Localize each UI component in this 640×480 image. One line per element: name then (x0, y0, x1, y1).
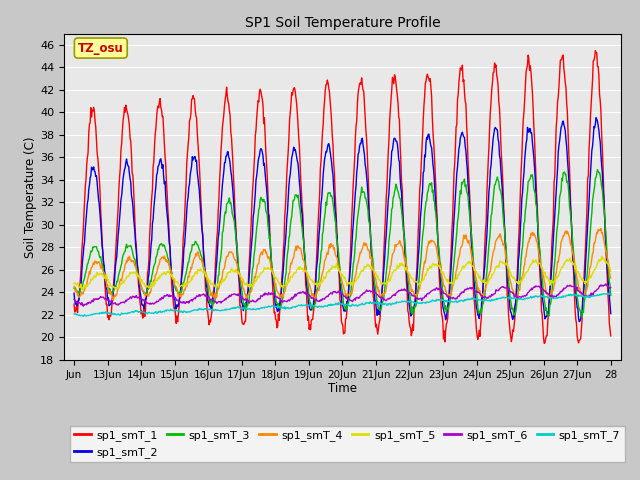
sp1_smT_6 (607, 285, 614, 290)
sp1_smT_5 (232, 267, 240, 273)
sp1_smT_2 (607, 311, 614, 316)
sp1_smT_7 (398, 298, 406, 304)
X-axis label: Time: Time (328, 383, 357, 396)
sp1_smT_6 (134, 295, 141, 301)
sp1_smT_7 (604, 290, 612, 296)
sp1_smT_4 (134, 271, 141, 276)
Text: TZ_osu: TZ_osu (78, 42, 124, 55)
sp1_smT_2 (575, 319, 583, 324)
sp1_smT_3 (397, 207, 405, 213)
sp1_smT_4 (607, 275, 614, 281)
sp1_smT_2 (279, 276, 287, 281)
sp1_smT_7 (280, 306, 287, 312)
sp1_smT_3 (428, 180, 435, 186)
Line: sp1_smT_4: sp1_smT_4 (74, 228, 611, 300)
sp1_smT_4 (280, 295, 287, 300)
sp1_smT_1 (259, 96, 266, 102)
sp1_smT_5 (134, 272, 141, 278)
sp1_smT_3 (594, 167, 602, 172)
sp1_smT_5 (607, 269, 614, 275)
sp1_smT_6 (79, 303, 87, 309)
sp1_smT_4 (428, 238, 436, 244)
sp1_smT_3 (70, 285, 78, 291)
Y-axis label: Soil Temperature (C): Soil Temperature (C) (24, 136, 37, 258)
sp1_smT_7 (70, 311, 78, 317)
sp1_smT_6 (280, 299, 287, 305)
sp1_smT_6 (70, 297, 78, 302)
sp1_smT_3 (279, 296, 287, 302)
sp1_smT_5 (428, 262, 436, 267)
sp1_smT_1 (70, 301, 78, 307)
sp1_smT_1 (133, 260, 141, 266)
sp1_smT_4 (398, 244, 406, 250)
sp1_smT_3 (133, 267, 141, 273)
sp1_smT_4 (70, 283, 78, 289)
sp1_smT_1 (540, 340, 548, 346)
sp1_smT_3 (232, 232, 239, 238)
sp1_smT_6 (232, 292, 240, 298)
sp1_smT_7 (607, 291, 614, 297)
sp1_smT_2 (133, 258, 141, 264)
sp1_smT_4 (597, 226, 605, 231)
sp1_smT_1 (428, 94, 435, 99)
Line: sp1_smT_3: sp1_smT_3 (74, 169, 611, 317)
Title: SP1 Soil Temperature Profile: SP1 Soil Temperature Profile (244, 16, 440, 30)
sp1_smT_2 (397, 190, 405, 195)
sp1_smT_5 (598, 253, 605, 259)
sp1_smT_1 (279, 265, 287, 271)
sp1_smT_6 (259, 292, 267, 298)
sp1_smT_5 (70, 280, 78, 286)
sp1_smT_6 (398, 287, 406, 293)
sp1_smT_2 (592, 115, 600, 120)
sp1_smT_5 (280, 283, 287, 288)
Line: sp1_smT_6: sp1_smT_6 (74, 284, 611, 306)
Line: sp1_smT_7: sp1_smT_7 (74, 293, 611, 316)
sp1_smT_7 (134, 308, 141, 314)
sp1_smT_7 (232, 305, 240, 311)
sp1_smT_4 (109, 298, 117, 303)
sp1_smT_7 (79, 313, 87, 319)
sp1_smT_7 (428, 297, 436, 303)
sp1_smT_4 (232, 260, 240, 265)
sp1_smT_3 (607, 292, 614, 298)
sp1_smT_2 (259, 149, 266, 155)
sp1_smT_2 (232, 228, 239, 234)
sp1_smT_5 (398, 263, 406, 268)
sp1_smT_1 (232, 221, 239, 227)
sp1_smT_3 (578, 314, 586, 320)
sp1_smT_5 (259, 268, 267, 274)
sp1_smT_6 (602, 281, 610, 287)
Line: sp1_smT_2: sp1_smT_2 (74, 118, 611, 322)
Line: sp1_smT_5: sp1_smT_5 (74, 256, 611, 290)
sp1_smT_1 (591, 48, 599, 53)
sp1_smT_4 (259, 250, 267, 255)
sp1_smT_1 (607, 333, 614, 339)
Line: sp1_smT_1: sp1_smT_1 (74, 50, 611, 343)
sp1_smT_6 (428, 288, 436, 293)
sp1_smT_2 (70, 290, 78, 296)
sp1_smT_5 (79, 287, 87, 293)
sp1_smT_3 (259, 196, 266, 202)
sp1_smT_7 (259, 305, 267, 311)
sp1_smT_1 (397, 179, 405, 184)
Legend: sp1_smT_1, sp1_smT_2, sp1_smT_3, sp1_smT_4, sp1_smT_5, sp1_smT_6, sp1_smT_7: sp1_smT_1, sp1_smT_2, sp1_smT_3, sp1_smT… (70, 426, 625, 462)
sp1_smT_2 (428, 145, 435, 151)
